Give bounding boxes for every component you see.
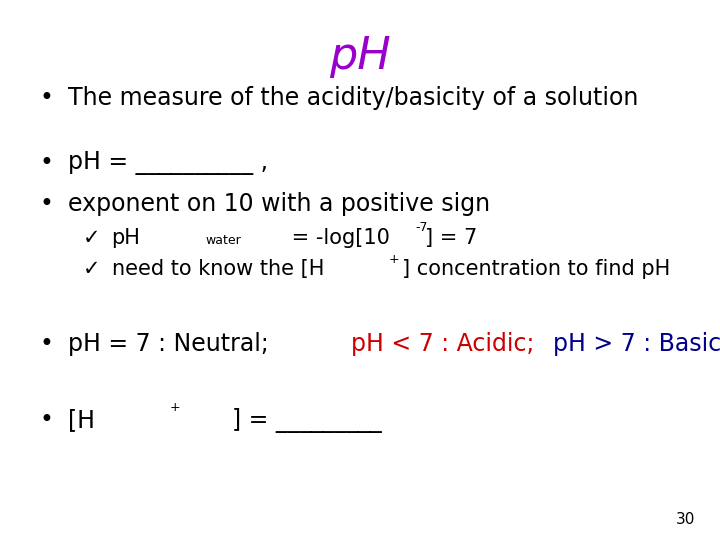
- Text: +: +: [170, 401, 181, 414]
- Text: ] = 7: ] = 7: [425, 228, 477, 248]
- Text: •: •: [40, 86, 53, 110]
- Text: •: •: [40, 192, 53, 215]
- Text: exponent on 10 with a positive sign: exponent on 10 with a positive sign: [68, 192, 490, 215]
- Text: •: •: [40, 151, 53, 175]
- Text: pH: pH: [329, 35, 391, 78]
- Text: ✓: ✓: [83, 259, 100, 279]
- Text: •: •: [40, 332, 53, 356]
- Text: pH < 7 : Acidic;: pH < 7 : Acidic;: [351, 332, 542, 356]
- Text: pH = 7 : Neutral;: pH = 7 : Neutral;: [68, 332, 276, 356]
- Text: •: •: [40, 408, 53, 431]
- Text: +: +: [389, 253, 400, 266]
- Text: ] = _________: ] = _________: [233, 408, 382, 433]
- Text: pH = __________ ,: pH = __________ ,: [68, 151, 269, 175]
- Text: pH > 7 : Basic: pH > 7 : Basic: [553, 332, 720, 356]
- Text: ✓: ✓: [83, 228, 100, 248]
- Text: need to know the [H: need to know the [H: [112, 259, 324, 279]
- Text: ] concentration to find pH: ] concentration to find pH: [402, 259, 670, 279]
- Text: -7: -7: [415, 221, 428, 234]
- Text: = -log[10: = -log[10: [285, 228, 390, 248]
- Text: pH: pH: [112, 228, 140, 248]
- Text: water: water: [205, 234, 241, 247]
- Text: [H: [H: [68, 408, 95, 431]
- Text: The measure of the acidity/basicity of a solution: The measure of the acidity/basicity of a…: [68, 86, 639, 110]
- Text: 30: 30: [675, 511, 695, 526]
